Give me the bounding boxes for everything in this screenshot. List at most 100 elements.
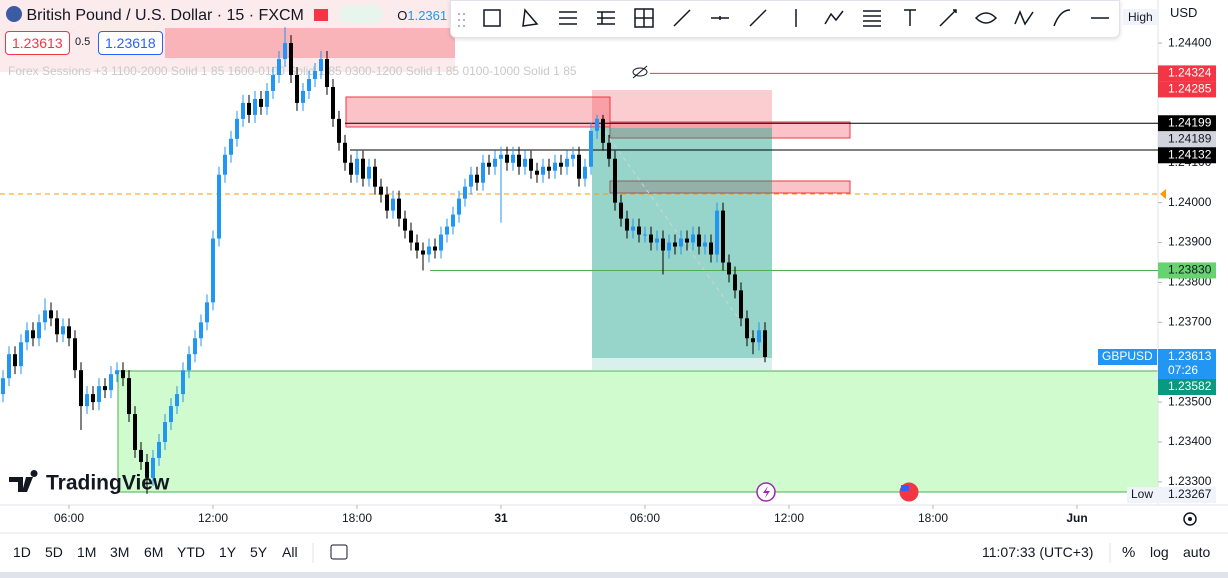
range-button[interactable]: All <box>282 544 298 560</box>
tool-icon[interactable] <box>863 10 881 27</box>
range-button[interactable]: 6M <box>144 544 164 560</box>
candle-body <box>157 441 161 458</box>
tool-icon[interactable] <box>824 10 844 25</box>
low-badge <box>1127 487 1158 504</box>
candle-body <box>691 234 695 243</box>
toolbar-icons <box>458 8 1109 28</box>
candle-body <box>655 238 659 243</box>
position-line <box>599 124 766 356</box>
candle-body <box>511 154 515 163</box>
logo-text: TradingView <box>46 472 170 495</box>
tool-icon[interactable] <box>711 16 729 20</box>
candle-body <box>763 330 767 358</box>
candle-body <box>181 370 185 395</box>
sell-button[interactable]: 1.23613 <box>5 31 70 55</box>
candle-body <box>265 90 269 107</box>
candle-body <box>457 198 461 215</box>
tool-icon[interactable] <box>559 11 577 25</box>
candle-body <box>499 154 503 159</box>
candle-body <box>601 118 605 143</box>
tool-icon[interactable] <box>1053 9 1071 27</box>
range-button[interactable]: YTD <box>177 544 205 560</box>
percent-toggle[interactable]: % <box>1122 544 1136 561</box>
candle-body <box>349 162 353 175</box>
candle-body <box>685 238 689 243</box>
date-range-icon[interactable] <box>330 544 348 560</box>
candle-body <box>475 174 479 183</box>
y-tick-label: 1.23900 <box>1168 235 1212 249</box>
candle-body <box>277 59 281 75</box>
candle-body <box>667 242 671 251</box>
candle-body <box>343 142 347 163</box>
candle-body <box>7 354 11 379</box>
symbol-title[interactable]: British Pound / U.S. Dollar · 15 · FXCM <box>26 7 304 24</box>
tool-icon[interactable] <box>1014 10 1034 26</box>
range-button[interactable]: 5D <box>45 544 63 560</box>
tool-icon[interactable] <box>749 9 767 27</box>
buy-button[interactable]: 1.23618 <box>98 31 163 55</box>
candle-body <box>103 386 107 391</box>
y-tick-label: 1.23400 <box>1168 434 1212 448</box>
symbol-badge-label: GBPUSD <box>1102 349 1153 363</box>
candle-body <box>67 326 71 339</box>
event-icon <box>763 486 770 498</box>
candle-body <box>109 374 113 391</box>
candle-body <box>583 166 587 179</box>
log-toggle[interactable]: log <box>1150 544 1169 560</box>
range-button[interactable]: 1Y <box>219 544 237 560</box>
hide-icon[interactable] <box>632 65 648 79</box>
price-badge-label: 1.23267 <box>1168 487 1212 501</box>
auto-toggle[interactable]: auto <box>1183 544 1211 560</box>
candle-body <box>385 194 389 211</box>
settings-icon[interactable] <box>1183 512 1197 526</box>
demand-zone <box>117 370 1159 493</box>
candle-body <box>139 449 143 462</box>
price-badge-label: 1.24199 <box>1168 115 1212 129</box>
range-button[interactable]: 5Y <box>250 544 268 560</box>
tool-icon[interactable] <box>522 8 539 27</box>
candle-body <box>529 158 533 171</box>
candle-body <box>217 174 221 239</box>
candle-body <box>373 166 377 187</box>
tool-icon[interactable] <box>939 9 957 27</box>
candle-body <box>637 226 641 235</box>
plot: 1.244001.241001.240001.239001.238001.237… <box>1 27 1216 525</box>
candle-body <box>307 78 311 91</box>
candle-body <box>607 142 611 159</box>
candle-body <box>97 386 101 403</box>
candle-body <box>589 130 593 167</box>
candle-body <box>187 354 191 371</box>
range-button[interactable]: 3M <box>110 544 130 560</box>
candle-body <box>739 290 743 319</box>
tool-icon[interactable] <box>673 9 691 27</box>
x-tick-label: 12:00 <box>198 511 228 525</box>
candle-body <box>541 166 545 175</box>
tool-icon[interactable] <box>483 9 501 27</box>
settings-icon <box>1188 517 1192 521</box>
candle-body <box>577 154 581 179</box>
y-tick-label: 1.23300 <box>1168 474 1212 488</box>
price-badge <box>1158 115 1216 132</box>
price-badge <box>1158 262 1216 279</box>
tool-icon[interactable] <box>974 12 998 24</box>
range-button[interactable]: 1D <box>13 544 31 560</box>
symbol-badge <box>1098 349 1157 366</box>
candle-body <box>31 330 35 339</box>
tool-icon[interactable] <box>597 11 615 25</box>
candle-body <box>61 326 65 335</box>
candle-body <box>85 394 89 407</box>
currency-menu[interactable]: USD <box>1170 5 1198 20</box>
session-zone <box>165 28 455 58</box>
toolbar-grip <box>458 13 465 27</box>
tool-icon[interactable] <box>904 9 916 26</box>
candle-body <box>493 158 497 167</box>
candle-body <box>463 186 467 199</box>
candle-body <box>367 166 371 179</box>
candle-body <box>487 162 491 167</box>
candle-body <box>715 210 719 255</box>
range-button[interactable]: 1M <box>77 544 97 560</box>
candle-body <box>55 318 59 335</box>
candle-body <box>745 318 749 339</box>
tool-icon[interactable] <box>634 8 654 28</box>
